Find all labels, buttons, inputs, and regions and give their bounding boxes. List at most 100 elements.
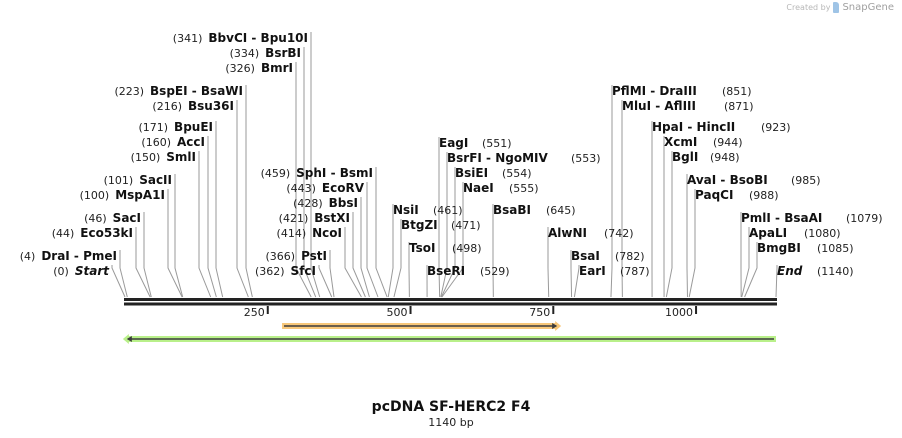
enzyme-site[interactable]: EagI (551)	[439, 136, 512, 150]
snapgene-credit: Created by SnapGene	[786, 2, 894, 13]
cut-position: (341)	[173, 32, 203, 45]
cut-position: (101)	[104, 174, 134, 187]
cut-position: (46)	[84, 212, 107, 225]
cut-position: (421)	[279, 212, 309, 225]
enzyme-site[interactable]: EarI (787)	[579, 264, 650, 278]
cut-position: (782)	[615, 250, 645, 263]
cut-site-line	[295, 62, 312, 298]
enzyme-site[interactable]: BpuEI (171)	[138, 120, 213, 134]
enzyme-site[interactable]: AlwNI (742)	[548, 226, 634, 240]
cut-site-line	[440, 167, 456, 298]
enzyme-site[interactable]: BsrFI - NgoMIV (553)	[447, 151, 601, 165]
enzyme-site[interactable]: SfcI (362)	[255, 264, 316, 278]
cut-site-line	[215, 121, 224, 298]
enzyme-name: HpaI - HincII	[652, 120, 735, 134]
cut-position: (553)	[571, 152, 601, 165]
orange-feature[interactable]	[282, 321, 562, 331]
enzyme-site[interactable]: BbvCI - Bpu10I (341)	[173, 31, 308, 45]
enzyme-name: SacI	[113, 211, 141, 225]
enzyme-site[interactable]: PstI (366)	[265, 249, 327, 263]
enzyme-name: BsaBI	[493, 203, 531, 217]
enzyme-name: Eco53kI	[80, 226, 133, 240]
tick-mark	[409, 306, 412, 314]
enzyme-name: BbvCI - Bpu10I	[208, 31, 308, 45]
enzyme-site[interactable]: PflMI - DraIII (851)	[612, 84, 752, 98]
enzyme-name: AccI	[177, 135, 205, 149]
cut-site-line	[438, 137, 441, 298]
cut-site-line	[441, 182, 464, 298]
cut-position: (551)	[482, 137, 512, 150]
enzyme-site[interactable]: NsiI (461)	[393, 203, 463, 217]
enzyme-name: PmlI - BsaAI	[741, 211, 822, 225]
enzyme-site[interactable]: NaeI (555)	[463, 181, 539, 195]
cut-position: (871)	[724, 100, 754, 113]
enzyme-site[interactable]: BmgBI (1085)	[757, 241, 854, 255]
enzyme-site[interactable]: SacII (101)	[104, 173, 172, 187]
enzyme-site[interactable]: SmlI (150)	[131, 150, 196, 164]
enzyme-site[interactable]: BmrI (326)	[225, 61, 293, 75]
enzyme-site[interactable]: EcoRV (443)	[286, 181, 364, 195]
enzyme-name: BsrBI	[265, 46, 301, 60]
cut-site-line	[375, 167, 388, 298]
enzyme-site[interactable]: BtgZI (471)	[401, 218, 481, 232]
green-feature[interactable]	[122, 334, 776, 344]
arrow-right-icon	[552, 323, 558, 329]
enzyme-site[interactable]: SacI (46)	[84, 211, 141, 225]
cut-site-line	[741, 227, 750, 298]
enzyme-name: XcmI	[664, 135, 697, 149]
enzyme-name: NsiI	[393, 203, 419, 217]
enzyme-site[interactable]: BstXI (421)	[279, 211, 350, 225]
enzyme-name: SphI - BsmI	[296, 166, 373, 180]
enzyme-name: BsiEI	[455, 166, 488, 180]
enzyme-name: PflMI - DraIII	[612, 84, 697, 98]
enzyme-site[interactable]: BsiEI (554)	[455, 166, 532, 180]
cut-site-lines	[111, 32, 778, 298]
enzyme-site[interactable]: End (1140)	[777, 264, 854, 278]
tick-label: 750	[529, 306, 550, 319]
cut-position: (150)	[131, 151, 161, 164]
enzyme-name: SfcI	[291, 264, 316, 278]
enzyme-site[interactable]: BspEI - BsaWI (223)	[114, 84, 243, 98]
enzyme-site[interactable]: BseRI (529)	[427, 264, 510, 278]
enzyme-site[interactable]: PmlI - BsaAI (1079)	[741, 211, 883, 225]
enzyme-name: EcoRV	[322, 181, 365, 195]
enzyme-site[interactable]: NcoI (414)	[277, 226, 342, 240]
enzyme-labels: Start (0) DraI - PmeI (4) Eco53kI (44) SacI (46…	[20, 31, 883, 278]
enzyme-site[interactable]: Start (0)	[53, 264, 110, 278]
enzyme-name: BglI	[672, 150, 698, 164]
enzyme-name: AlwNI	[548, 226, 587, 240]
enzyme-name: End	[777, 264, 803, 278]
enzyme-site[interactable]: TsoI (498)	[409, 241, 482, 255]
enzyme-site[interactable]: Eco53kI (44)	[52, 226, 133, 240]
enzyme-name: SacII	[139, 173, 172, 187]
enzyme-name: SmlI	[166, 150, 196, 164]
enzyme-site[interactable]: SphI - BsmI (459)	[261, 166, 373, 180]
cut-site-line	[167, 189, 183, 298]
cut-position: (44)	[52, 227, 75, 240]
enzyme-site[interactable]: MspA1I (100)	[80, 188, 165, 202]
enzyme-site[interactable]: AccI (160)	[141, 135, 205, 149]
enzyme-site[interactable]: AvaI - BsoBI (985)	[687, 173, 821, 187]
enzyme-site[interactable]: PaqCI (988)	[695, 188, 779, 202]
enzyme-site[interactable]: BsrBI (334)	[230, 46, 301, 60]
enzyme-site[interactable]: DraI - PmeI (4)	[20, 249, 117, 263]
enzyme-site[interactable]: BsaBI (645)	[493, 203, 576, 217]
enzyme-site[interactable]: MluI - AflIII (871)	[622, 99, 754, 113]
enzyme-site[interactable]: BsaI (782)	[571, 249, 645, 263]
enzyme-site[interactable]: BbsI (428)	[293, 196, 358, 210]
map-length: 1140 bp	[428, 416, 474, 429]
cut-site-line	[665, 151, 673, 298]
enzyme-site[interactable]: HpaI - HincII (923)	[652, 120, 791, 134]
enzyme-name: BsaI	[571, 249, 600, 263]
enzyme-site[interactable]: XcmI (944)	[664, 135, 743, 149]
enzyme-site[interactable]: BglI (948)	[672, 150, 740, 164]
enzyme-site[interactable]: Bsu36I (216)	[152, 99, 234, 113]
cut-position: (171)	[138, 121, 168, 134]
cut-site-line	[143, 212, 152, 298]
enzyme-site[interactable]: ApaLI (1080)	[749, 226, 841, 240]
enzyme-name: DraI - PmeI	[41, 249, 117, 263]
tick-label: 250	[244, 306, 265, 319]
tick-mark	[552, 306, 555, 314]
cut-position: (948)	[710, 151, 740, 164]
tick-label: 500	[387, 306, 408, 319]
